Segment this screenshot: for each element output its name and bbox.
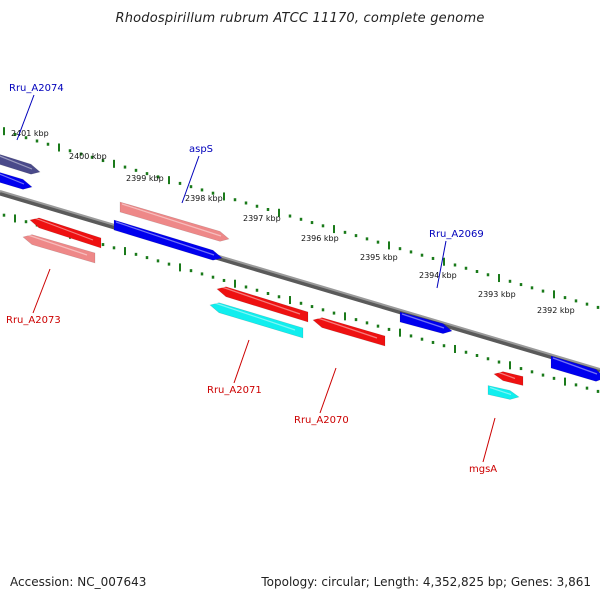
gene-arrow[interactable] xyxy=(0,171,33,190)
gene-feature[interactable] xyxy=(487,385,520,400)
scale-label: 2398 kbp xyxy=(185,194,223,203)
accession-text: Accession: NC_007643 xyxy=(10,575,146,589)
gene-arrow[interactable] xyxy=(487,385,520,400)
scale-label: 2400 kbp xyxy=(69,152,107,161)
genome-summary-text: Topology: circular; Length: 4,352,825 bp… xyxy=(260,575,591,589)
gene-label[interactable]: Rru_A2074 xyxy=(9,83,64,94)
scale-label: 2401 kbp xyxy=(11,129,49,138)
gene-feature[interactable] xyxy=(493,370,524,386)
gene-highlight xyxy=(0,155,33,170)
gene-arrow[interactable] xyxy=(209,302,304,339)
gene-highlight xyxy=(314,316,378,339)
gene-feature[interactable] xyxy=(113,219,223,261)
leader-line xyxy=(319,367,337,414)
gene-arrow[interactable] xyxy=(216,286,309,323)
gene-feature[interactable] xyxy=(312,316,386,347)
gene-highlight xyxy=(552,357,598,375)
scale-labels: 2401 kbp 2400 kbp 2399 kbp 2398 kbp 2397 kbp… xyxy=(11,129,575,315)
leader-line xyxy=(16,94,35,141)
backbone-shadow xyxy=(0,190,600,374)
gene-feature[interactable] xyxy=(399,311,453,334)
scale-label: 2396 kbp xyxy=(301,234,339,243)
gene-arrow[interactable] xyxy=(22,234,96,264)
gene-arrow[interactable] xyxy=(119,201,230,242)
scale-label: 2397 kbp xyxy=(243,214,281,223)
gene-feature[interactable] xyxy=(216,285,309,323)
gene-highlight xyxy=(489,386,512,396)
gene-arrow[interactable] xyxy=(113,219,223,261)
leader-line xyxy=(482,417,496,463)
gene-highlight xyxy=(24,233,88,256)
gene-highlight xyxy=(211,301,296,331)
gene-highlight xyxy=(115,221,215,256)
gene-arrow[interactable] xyxy=(399,311,453,334)
map-title: Rhodospirillum rubrum ATCC 11170, comple… xyxy=(115,11,484,26)
gene-feature[interactable] xyxy=(550,355,600,382)
gene-feature[interactable] xyxy=(119,201,230,242)
gene-highlight xyxy=(401,313,445,329)
leader-line xyxy=(181,155,200,204)
gene-label[interactable]: Rru_A2069 xyxy=(429,229,484,240)
scale-label: 2393 kbp xyxy=(478,290,516,299)
gene-highlight xyxy=(121,203,222,237)
gene-feature[interactable] xyxy=(0,171,33,190)
gene-feature[interactable] xyxy=(22,233,96,264)
leader-line xyxy=(32,268,51,314)
leader-line xyxy=(233,339,250,384)
gene-feature[interactable] xyxy=(209,301,304,339)
gene-feature[interactable] xyxy=(0,153,41,175)
feature-labels: Rru_A2074 aspS Rru_A2069 Rru_A2073 Rru_A2071… xyxy=(6,83,497,475)
gene-arrow[interactable] xyxy=(550,355,600,382)
backbone xyxy=(0,190,600,370)
gene-highlight xyxy=(31,216,94,241)
scale-label: 2392 kbp xyxy=(537,306,575,315)
gene-arrow[interactable] xyxy=(0,153,41,175)
gene-arrow[interactable] xyxy=(29,217,102,249)
leader-line xyxy=(436,240,447,289)
gene-label[interactable]: aspS xyxy=(189,144,213,155)
scale-label: 2394 kbp xyxy=(419,271,457,280)
gene-arrow[interactable] xyxy=(493,371,524,386)
gene-highlight xyxy=(218,285,301,315)
scale-label: 2399 kbp xyxy=(126,174,164,183)
gene-label[interactable]: Rru_A2070 xyxy=(294,415,349,426)
gene-label[interactable]: Rru_A2073 xyxy=(6,315,61,326)
gene-highlight xyxy=(0,173,25,185)
features xyxy=(0,153,600,400)
gene-label[interactable]: mgsA xyxy=(469,464,497,475)
gene-highlight xyxy=(495,370,516,380)
gene-arrow[interactable] xyxy=(312,317,386,347)
gene-feature[interactable] xyxy=(29,216,102,249)
scale-label: 2395 kbp xyxy=(360,253,398,262)
gene-label[interactable]: Rru_A2071 xyxy=(207,385,262,396)
